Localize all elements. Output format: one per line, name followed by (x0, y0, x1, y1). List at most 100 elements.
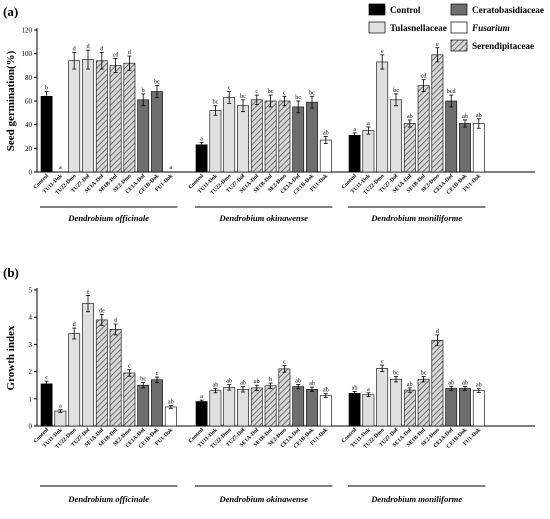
bar (459, 388, 471, 427)
bar (278, 368, 291, 427)
significance-letter: ab (295, 377, 301, 384)
bar (68, 60, 81, 173)
bar (237, 388, 249, 427)
significance-letter: a (59, 403, 62, 410)
y-tick-label: 0 (29, 423, 33, 431)
bar (431, 340, 444, 427)
bar (376, 61, 389, 173)
bar (223, 387, 236, 427)
group-label: Dendrobium officinale (67, 494, 149, 504)
bar (417, 85, 430, 173)
significance-letter: c (381, 358, 384, 365)
bar (390, 99, 402, 173)
bar (319, 139, 332, 173)
bar (278, 100, 291, 173)
bar (250, 387, 263, 427)
significance-letter: d (114, 317, 118, 324)
significance-letter: d (128, 49, 132, 56)
significance-letter: a (353, 126, 356, 133)
bar (292, 106, 305, 173)
bar (445, 388, 458, 427)
significance-letter: b (269, 376, 272, 383)
bar (40, 383, 53, 427)
significance-letter: ab (407, 113, 413, 120)
group-label: Dendrobium moniliforme (370, 494, 462, 504)
bar (164, 406, 177, 427)
significance-letter: ab (254, 378, 260, 385)
bar (264, 100, 277, 173)
legend-swatch (450, 3, 468, 16)
bar (109, 329, 122, 427)
y-tick-label: 80 (25, 74, 33, 82)
significance-letter: d (100, 45, 104, 52)
group-label: Dendrobium okinawense (218, 213, 308, 223)
significance-letter: d (73, 45, 77, 52)
bar (95, 60, 108, 173)
significance-letter: a (169, 164, 172, 171)
bar (306, 101, 318, 173)
significance-letter: e (381, 48, 384, 55)
bar (445, 100, 458, 173)
significance-letter: b (142, 87, 145, 94)
bar (223, 97, 236, 173)
bar-group: aControlaTU11-DokeTU22-DmobcTU27-DofabSE… (341, 41, 486, 223)
significance-letter: bcd (447, 88, 457, 95)
significance-letter: d (73, 321, 77, 328)
bar (472, 390, 485, 427)
y-axis-label: Seed germination(%) (5, 50, 17, 151)
y-tick-label: 100 (22, 50, 33, 58)
legend-swatch (368, 21, 386, 34)
bar (137, 384, 150, 427)
bar (123, 372, 136, 427)
significance-letter: ab (168, 399, 174, 406)
bar (264, 385, 277, 427)
significance-letter: bc (240, 93, 246, 100)
group-label: Dendrobium moniliforme (370, 213, 462, 223)
significance-letter: bc (295, 94, 301, 101)
y-axis-label: Growth index (5, 325, 17, 390)
bar-group: cControlaTU11-DokdTU22-DmoeTU27-DofdeSE1… (33, 288, 178, 504)
legend: Control Tulasnellaceae Ceratobasidiaceae Fu… (368, 3, 544, 52)
bar (40, 95, 53, 173)
significance-letter: bc (154, 79, 160, 86)
significance-letter: a (200, 393, 203, 400)
legend-item: Serendipitaceae (450, 39, 534, 52)
significance-letter: a (59, 164, 62, 171)
legend-label: Fusarium (471, 23, 510, 33)
significance-letter: ab (462, 379, 468, 386)
y-tick-label: 20 (25, 145, 33, 153)
legend-item: Tulasnellaceae (368, 21, 447, 34)
y-tick-label: 5 (29, 287, 33, 295)
y-tick-label: 3 (29, 341, 33, 349)
significance-letter: bc (268, 88, 274, 95)
bar (195, 401, 208, 427)
bar (209, 390, 222, 427)
legend-swatch (368, 3, 386, 16)
significance-letter: c (283, 359, 286, 366)
bar (68, 333, 81, 427)
significance-letter: cd (421, 73, 428, 80)
significance-letter: ab (226, 378, 232, 385)
bar (459, 123, 471, 173)
legend-label: Serendipitaceae (472, 41, 534, 51)
significance-letter: bc (212, 99, 218, 106)
bar (431, 54, 444, 173)
bar (403, 389, 416, 427)
significance-letter: a (200, 135, 203, 142)
significance-letter: c (255, 88, 258, 95)
legend-swatch (450, 21, 468, 34)
bar (123, 62, 136, 173)
significance-letter: cd (113, 51, 120, 58)
bar (195, 144, 208, 173)
bar (403, 123, 416, 173)
bar (209, 110, 222, 173)
significance-letter: ab (323, 387, 329, 394)
significance-letter: c (128, 363, 131, 370)
significance-letter: bc (421, 369, 427, 376)
significance-letter: ab (462, 113, 468, 120)
significance-letter: b (45, 85, 48, 92)
significance-letter: e (87, 288, 90, 295)
